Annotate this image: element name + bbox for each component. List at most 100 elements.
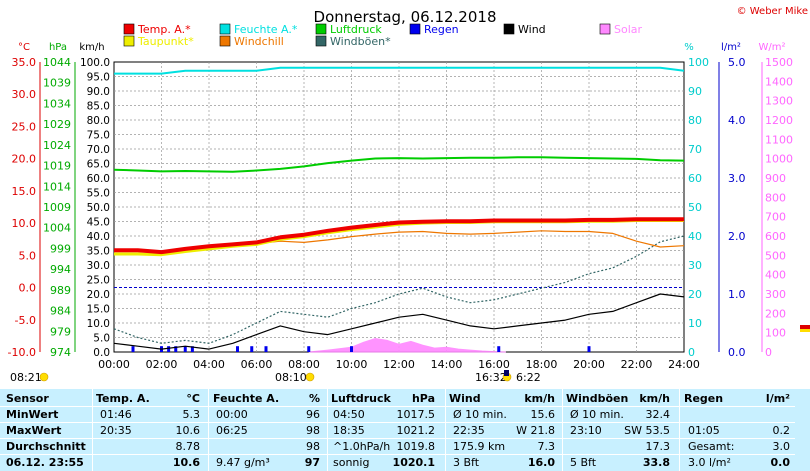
kmh-tick-label: 15.0	[87, 304, 110, 316]
table-humidity-time: 9.47 g/m³	[216, 456, 270, 469]
table-pressure-time: ^1.0hPa/h	[333, 440, 391, 453]
time-tick-label: 20:00	[573, 358, 605, 371]
kmh-tick-label: 10.0	[87, 318, 110, 330]
solar-tick-label: 500	[765, 249, 786, 262]
table-rain-label: 01:05	[688, 424, 720, 437]
table-header-gust: Windböen	[566, 392, 629, 405]
table-pressure-time: 18:35	[333, 424, 365, 437]
legend-swatch	[123, 35, 135, 47]
stats-table: Sensor Temp. A. °C Feuchte A.% Luftdruck hPa W…	[0, 389, 810, 471]
hum-tick-label: 10	[688, 317, 702, 330]
legend-label: Windböen*	[330, 35, 391, 48]
time-tick-label: 06:00	[241, 358, 273, 371]
table-column-divider	[679, 389, 680, 471]
solar-tick-label: 800	[765, 191, 786, 204]
time-tick-label: 16:00	[478, 358, 510, 371]
chart-grid	[113, 61, 685, 353]
table-temp-time: 20:35	[100, 424, 132, 437]
table-row-divider	[0, 454, 795, 455]
hpa-tick-label: 1039	[43, 77, 71, 90]
chart-axes: °C hPa km/h 35.0 30.0 25.0 20.0 15.0 10.0 5.0 0.0 -…	[8, 42, 793, 371]
temp-tick-label: 5.0	[19, 249, 37, 262]
legend-swatch	[315, 35, 327, 47]
hpa-tick-label: 1004	[43, 222, 71, 235]
legend-swatch	[503, 23, 515, 35]
time-tick-label: 14:00	[431, 358, 463, 371]
table-header-humidity: Feuchte A.	[213, 392, 280, 405]
sun-icon	[305, 372, 315, 382]
time-tick-label: 10:00	[336, 358, 368, 371]
kmh-tick-label: 80.0	[87, 115, 110, 127]
moon-icon	[504, 370, 509, 376]
solar-tick-label: 100	[765, 327, 786, 340]
legend-label: Luftdruck	[330, 23, 382, 36]
legend-swatch	[315, 23, 327, 35]
hum-tick-label: 80	[688, 114, 702, 127]
hum-tick-label: 40	[688, 230, 702, 243]
sunrise-marker-label: 08:10	[275, 371, 307, 384]
table-wind-value: 16.0	[527, 456, 555, 469]
table-wind-label: 22:35	[453, 424, 485, 437]
rain-tick-label: 3.0	[728, 172, 746, 185]
table-rain-label: Gesamt:	[688, 440, 735, 453]
rain-tick-label: 2.0	[728, 230, 746, 243]
rain-tick-label: 5.0	[728, 56, 746, 69]
solar-tick-label: 0	[765, 346, 772, 359]
kmh-tick-label: 5.0	[93, 333, 110, 345]
rain-bar	[587, 346, 591, 352]
hum-tick-label: 100	[688, 56, 709, 69]
temp-tick-label: -10.0	[8, 346, 36, 359]
table-header-pressure-unit: hPa	[411, 392, 435, 405]
temp-tick-label: 0.0	[19, 282, 37, 295]
hum-tick-label: 90	[688, 85, 702, 98]
time-tick-label: 24:00	[668, 358, 700, 371]
legend-label: Temp. A.*	[137, 23, 191, 36]
table-header-wind-unit: km/h	[524, 392, 555, 405]
table-header-pressure: Luftdruck	[331, 392, 391, 405]
solar-tick-label: 200	[765, 307, 786, 320]
time-tick-label: 04:00	[193, 358, 225, 371]
solar-tick-label: 400	[765, 269, 786, 282]
table-gust-value: 33.8	[642, 456, 670, 469]
rain-tick-label: 1.0	[728, 288, 746, 301]
hum-tick-label: 20	[688, 288, 702, 301]
table-wind-label: Ø 10 min.	[453, 408, 507, 421]
hum-tick-label: 30	[688, 259, 702, 272]
table-row-divider	[0, 406, 795, 407]
table-temp-value: 8.78	[175, 440, 201, 453]
solar-tick-label: 700	[765, 211, 786, 224]
table-pressure-time: 04:50	[333, 408, 365, 421]
solar-tick-label: 300	[765, 288, 786, 301]
table-header-temp-unit: °C	[186, 392, 200, 405]
time-tick-label: 18:00	[526, 358, 558, 371]
rain-bar	[264, 346, 268, 352]
legend-swatch	[219, 35, 231, 47]
weather-chart: °C hPa km/h 35.0 30.0 25.0 20.0 15.0 10.0 5.0 0.0 -…	[8, 6, 810, 384]
hum-tick-label: 70	[688, 143, 702, 156]
table-pressure-value: 1019.8	[396, 440, 436, 453]
table-header-sensor: Sensor	[6, 392, 49, 405]
table-column-divider	[92, 389, 93, 471]
table-header-wind: Wind	[449, 392, 481, 405]
hum-tick-label: 50	[688, 201, 702, 214]
rain-bar	[307, 346, 311, 352]
hpa-tick-label: 994	[50, 263, 71, 276]
table-humidity-time: 00:00	[216, 408, 248, 421]
hum-tick-label: 0	[688, 346, 695, 359]
kmh-tick-label: 70.0	[87, 144, 110, 156]
rain-tick-label: 0.0	[728, 346, 746, 359]
kmh-tick-label: 90.0	[87, 86, 110, 98]
table-temp-value: 10.6	[175, 424, 201, 437]
kmh-tick-label: 30.0	[87, 260, 110, 272]
table-column-divider	[327, 389, 328, 471]
table-rain-label: 3.0 l/m²	[688, 456, 731, 469]
table-wind-label: 175.9 km	[453, 440, 506, 453]
kmh-tick-label: 55.0	[87, 188, 110, 200]
rain-bar	[174, 346, 178, 352]
solar-tick-label: 900	[765, 172, 786, 185]
windb-en-line	[113, 235, 685, 344]
table-wind-label: 3 Bft	[453, 456, 480, 469]
sunset-label: 16:32	[475, 371, 507, 384]
table-header-humidity-unit: %	[308, 392, 320, 405]
hpa-tick-label: 1024	[43, 139, 71, 152]
